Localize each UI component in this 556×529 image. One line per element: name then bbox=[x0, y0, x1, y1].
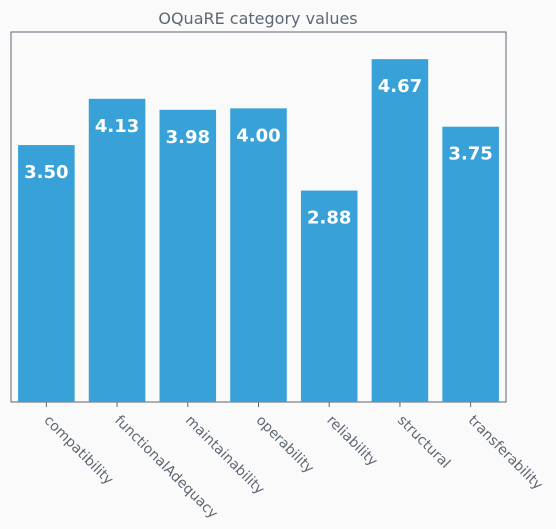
bar-operability bbox=[230, 108, 287, 402]
value-label-reliability: 2.88 bbox=[307, 208, 351, 229]
value-label-transferability: 3.75 bbox=[448, 144, 492, 165]
bars-group bbox=[18, 59, 499, 402]
value-label-functionalAdequacy: 4.13 bbox=[95, 116, 139, 137]
x-tick-label-reliability: reliability bbox=[323, 413, 380, 470]
bar-reliability bbox=[300, 190, 358, 402]
x-tick-label-structural: structural bbox=[394, 413, 453, 472]
value-label-compatibility: 3.50 bbox=[24, 162, 68, 183]
value-labels-group: 3.50 4.13 3.98 4.00 2.88 4.67 3.75 bbox=[24, 76, 493, 228]
x-tick-label-operability: operability bbox=[253, 413, 317, 477]
value-label-structural: 4.67 bbox=[378, 76, 422, 97]
x-tick-label-transferability: transferability bbox=[465, 413, 546, 494]
bar-compatibility bbox=[18, 145, 75, 402]
x-tick-labels-group: compatibilityfunctionalAdequacymaintaina… bbox=[41, 402, 546, 522]
bar-maintainability bbox=[159, 109, 217, 402]
value-label-operability: 4.00 bbox=[236, 125, 280, 146]
bar-transferability bbox=[442, 126, 499, 402]
x-tick-label-compatibility: compatibility bbox=[41, 413, 117, 489]
chart-title: OQuaRE category values bbox=[158, 9, 357, 28]
bar-structural bbox=[371, 59, 429, 402]
bar-functionalAdequacy bbox=[88, 98, 146, 402]
value-label-maintainability: 3.98 bbox=[166, 127, 210, 148]
